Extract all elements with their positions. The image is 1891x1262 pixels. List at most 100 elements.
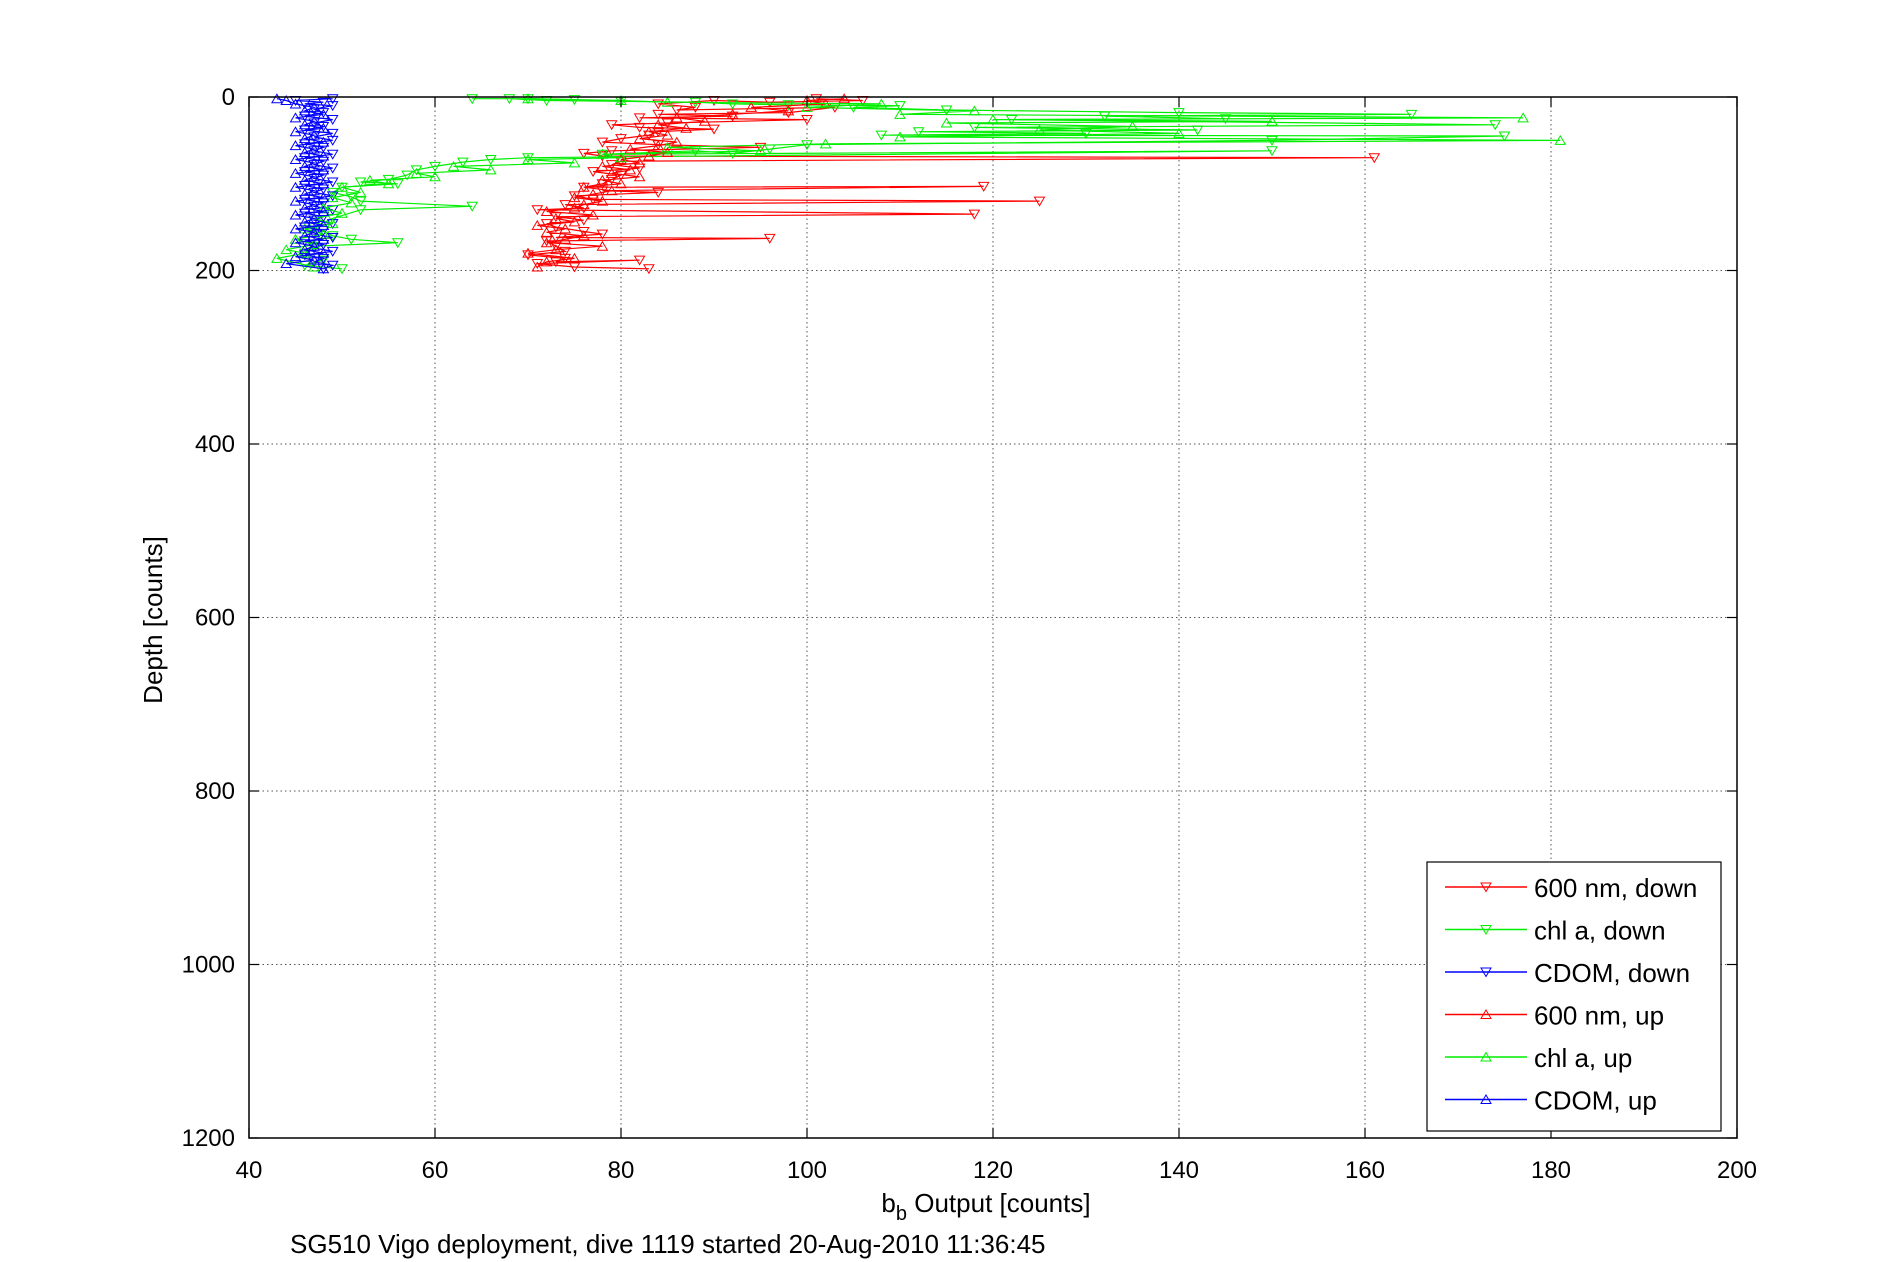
data-point-cdom-up bbox=[298, 147, 311, 158]
x-tick-label: 40 bbox=[236, 1157, 263, 1184]
data-point-600-nm-down bbox=[605, 146, 618, 157]
data-point-cdom-up bbox=[298, 216, 311, 227]
data-point-cdom-down bbox=[326, 177, 339, 188]
data-point-600-nm-down bbox=[652, 187, 665, 198]
data-point-600-nm-down bbox=[661, 118, 674, 129]
data-point-chl-a-down bbox=[875, 130, 888, 141]
data-point-chl-a-down bbox=[1489, 120, 1502, 131]
data-point-600-nm-up bbox=[652, 119, 665, 130]
data-point-chl-a-up bbox=[364, 174, 376, 185]
data-point-chl-a-down bbox=[345, 192, 358, 203]
data-point-600-nm-up bbox=[643, 126, 655, 137]
data-point-600-nm-down bbox=[615, 134, 627, 145]
x-axis-label-rest: Output [counts] bbox=[907, 1188, 1091, 1218]
data-point-chl-a-up bbox=[336, 207, 348, 218]
data-point-cdom-up bbox=[317, 164, 330, 175]
data-point-cdom-up bbox=[317, 178, 330, 189]
data-point-cdom-down bbox=[326, 163, 339, 174]
data-point-chl-a-up bbox=[661, 96, 674, 107]
data-point-chl-a-down bbox=[354, 177, 367, 188]
data-point-600-nm-down bbox=[550, 241, 562, 252]
series-line-600-nm-down bbox=[527, 98, 1375, 270]
data-point-600-nm-down bbox=[531, 205, 544, 216]
data-point-cdom-up bbox=[298, 244, 311, 255]
data-point-chl-a-up bbox=[484, 164, 497, 175]
series-chl-a-up bbox=[271, 93, 1567, 272]
data-point-chl-a-up bbox=[522, 93, 534, 104]
chart-caption: SG510 Vigo deployment, dive 1119 started… bbox=[290, 1229, 1046, 1259]
data-point-chl-a-down bbox=[457, 157, 469, 168]
data-point-cdom-down bbox=[317, 97, 330, 108]
data-point-chl-a-down bbox=[1266, 135, 1278, 146]
data-point-600-nm-up bbox=[587, 188, 599, 199]
data-point-cdom-down bbox=[317, 142, 330, 153]
data-point-chl-a-up bbox=[308, 238, 320, 249]
data-point-600-nm-down bbox=[596, 186, 609, 197]
data-point-cdom-down bbox=[317, 226, 330, 237]
data-point-600-nm-down bbox=[596, 229, 609, 240]
data-point-chl-a-up bbox=[336, 181, 348, 192]
data-point-600-nm-up bbox=[577, 230, 590, 241]
data-point-600-nm-up bbox=[633, 133, 646, 144]
data-point-cdom-down bbox=[308, 118, 320, 129]
data-point-chl-a-down bbox=[410, 165, 423, 176]
data-point-cdom-up bbox=[298, 160, 311, 171]
data-point-chl-a-down bbox=[1266, 146, 1278, 157]
data-point-chl-a-down bbox=[354, 205, 367, 216]
x-tick-label: 60 bbox=[422, 1157, 449, 1184]
data-point-chl-a-down bbox=[1405, 109, 1418, 120]
data-point-600-nm-up bbox=[522, 247, 534, 258]
grid-lines bbox=[249, 97, 1737, 1138]
data-point-cdom-up bbox=[280, 258, 293, 269]
data-point-600-nm-down bbox=[726, 111, 739, 122]
legend-item: CDOM, down bbox=[1445, 958, 1690, 988]
data-point-600-nm-up bbox=[670, 136, 683, 147]
data-point-cdom-up bbox=[308, 199, 320, 210]
data-point-600-nm-down bbox=[633, 113, 646, 124]
data-point-600-nm-down bbox=[633, 163, 646, 174]
data-point-cdom-up bbox=[289, 112, 302, 123]
data-point-600-nm-up bbox=[633, 157, 646, 168]
data-point-600-nm-up bbox=[531, 219, 544, 230]
data-point-chl-a-down bbox=[429, 161, 441, 172]
data-point-600-nm-down bbox=[754, 142, 767, 153]
data-point-cdom-up bbox=[298, 105, 311, 116]
series-cdom-down bbox=[289, 94, 339, 275]
legend-box bbox=[1426, 861, 1722, 1132]
data-point-cdom-up bbox=[298, 230, 311, 241]
data-point-600-nm-down bbox=[810, 94, 823, 105]
data-point-cdom-up bbox=[317, 233, 330, 244]
data-point-chl-a-up bbox=[819, 138, 832, 149]
data-point-600-nm-down bbox=[633, 255, 646, 266]
data-point-chl-a-down bbox=[726, 99, 739, 110]
legend-label: 600 nm, down bbox=[1534, 873, 1697, 903]
legend-label: CDOM, up bbox=[1534, 1086, 1657, 1116]
data-point-chl-a-down bbox=[1173, 108, 1185, 119]
data-point-cdom-up bbox=[308, 226, 320, 237]
data-point-chl-a-up bbox=[596, 148, 609, 159]
data-point-600-nm-up bbox=[577, 181, 590, 192]
data-point-600-nm-up bbox=[680, 122, 692, 133]
legend-marker bbox=[1480, 925, 1492, 935]
series-line-600-nm-up bbox=[527, 98, 845, 268]
data-point-600-nm-up bbox=[568, 252, 581, 263]
data-point-chl-a-up bbox=[894, 131, 906, 142]
data-point-600-nm-down bbox=[763, 233, 776, 244]
data-point-600-nm-down bbox=[596, 151, 609, 162]
data-point-cdom-up bbox=[308, 143, 320, 154]
data-point-600-nm-down bbox=[522, 250, 534, 261]
y-tick-labels: 0 200 400 600 800 1000 1200 bbox=[182, 84, 235, 1152]
data-point-600-nm-up bbox=[615, 153, 627, 164]
legend-marker bbox=[1480, 1094, 1492, 1104]
data-point-chl-a-up bbox=[1266, 115, 1278, 126]
data-point-600-nm-up bbox=[550, 244, 562, 255]
legend-item: CDOM, up bbox=[1445, 1086, 1657, 1116]
data-point-cdom-up bbox=[317, 263, 330, 274]
data-point-chl-a-up bbox=[661, 141, 674, 152]
data-point-chl-a-up bbox=[317, 228, 330, 239]
data-point-600-nm-down bbox=[708, 124, 720, 135]
data-point-chl-a-down bbox=[466, 94, 479, 105]
data-point-chl-a-up bbox=[940, 117, 953, 128]
data-point-chl-a-up bbox=[345, 197, 358, 208]
data-point-cdom-down bbox=[308, 132, 320, 143]
